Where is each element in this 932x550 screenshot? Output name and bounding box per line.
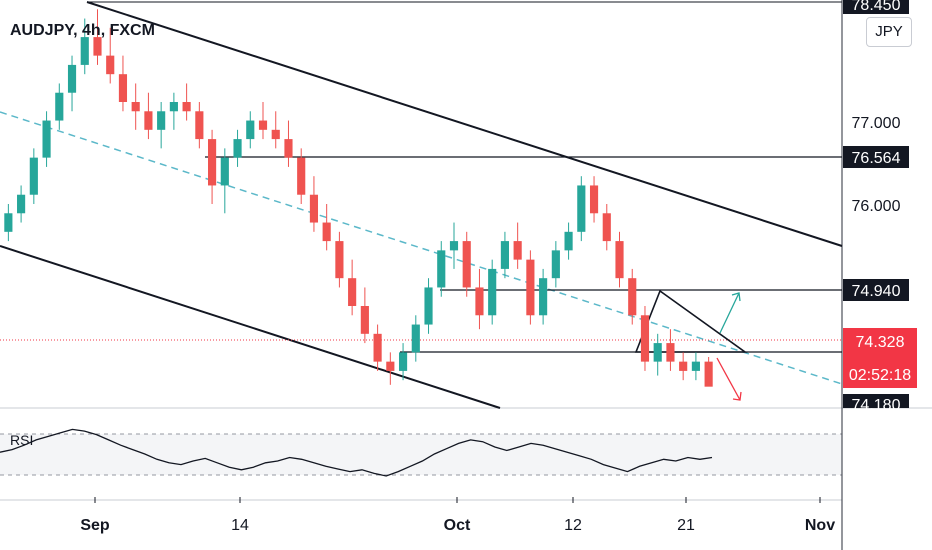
candle-body	[615, 241, 624, 279]
candle-body	[220, 157, 229, 186]
price-tick-text: 78.450	[852, 0, 901, 14]
candle-body	[271, 129, 280, 140]
candle-body	[551, 250, 560, 279]
candle-body	[360, 306, 369, 334]
candle-body	[297, 157, 306, 195]
candle-body	[182, 102, 191, 112]
candle-body	[589, 185, 599, 214]
rsi-band	[0, 434, 842, 475]
candle-body	[4, 213, 13, 232]
candle-body	[386, 361, 395, 371]
time-tick-12: 12	[564, 517, 582, 534]
candle-body	[42, 120, 51, 158]
candle-body	[17, 194, 26, 214]
candle-body	[411, 324, 420, 353]
time-axis: Sep 14 Oct 12 21 Nov	[80, 497, 835, 534]
rsi-line	[0, 428, 713, 477]
candle-body	[437, 250, 446, 288]
svg-text:74.940: 74.940	[852, 283, 901, 300]
candle-body	[93, 37, 102, 56]
candle-body	[118, 74, 128, 102]
candle-body	[195, 111, 204, 140]
price-label-78450: 78.450	[843, 0, 909, 14]
candle-body	[602, 213, 611, 242]
candle-body	[208, 139, 217, 186]
candle-body	[475, 287, 484, 316]
candle-body	[577, 185, 586, 232]
time-tick-21: 21	[677, 517, 695, 534]
candle-body	[526, 259, 535, 316]
symbol-title: AUDJPY, 4h, FXCM	[10, 22, 155, 39]
channel-lower-line	[0, 245, 501, 409]
candle-body	[653, 343, 662, 362]
time-tick-sep: Sep	[80, 517, 110, 534]
candle-body	[462, 241, 471, 288]
candle-body	[691, 361, 700, 371]
candle-body	[628, 278, 637, 316]
candle-body	[704, 361, 713, 387]
breakdown-down-arrow	[716, 357, 742, 401]
candle-body	[258, 120, 268, 130]
svg-text:74.180: 74.180	[852, 397, 901, 414]
triangle-pattern	[634, 289, 748, 353]
candle-body	[679, 361, 688, 371]
candle-body	[106, 55, 115, 75]
price-label-76564: 76.564	[843, 146, 909, 168]
candle-body	[169, 102, 178, 112]
svg-text:74.328: 74.328	[856, 334, 905, 351]
currency-badge[interactable]: JPY	[866, 17, 912, 47]
candle-body	[500, 241, 509, 269]
breakout-up-arrow	[719, 292, 741, 334]
candle-body	[284, 139, 293, 158]
candle-body	[666, 343, 675, 362]
time-tick-oct: Oct	[444, 517, 471, 534]
candle-body	[513, 241, 522, 260]
channel-upper-line	[86, 1, 843, 247]
svg-text:76.564: 76.564	[852, 150, 901, 167]
price-label-74940: 74.940	[843, 279, 909, 301]
candle-body	[309, 194, 319, 223]
candle-body	[233, 139, 242, 158]
price-label-74180: 74.180	[843, 394, 909, 414]
candle-body	[348, 278, 357, 306]
candle-body	[539, 278, 548, 316]
candle-body	[335, 241, 344, 279]
channel-mid-dashed-line	[0, 111, 843, 385]
candle-body	[131, 102, 140, 112]
candle-body	[373, 333, 382, 362]
price-tick-77000: 77.000	[852, 115, 901, 132]
candle-body	[80, 37, 89, 65]
candle-body	[398, 352, 408, 371]
candle-body	[55, 92, 64, 121]
current-price-label: 74.328 02:52:18	[843, 328, 917, 388]
countdown-timer: 02:52:18	[849, 367, 911, 384]
time-tick-nov: Nov	[805, 517, 835, 534]
candle-body	[322, 222, 331, 242]
candlestick-series	[4, 9, 713, 387]
candle-body	[157, 111, 166, 130]
candle-body	[246, 120, 255, 140]
candle-body	[488, 268, 497, 316]
candle-body	[564, 231, 573, 251]
candle-body	[424, 287, 433, 325]
price-tick-76000: 76.000	[852, 198, 901, 215]
time-tick-14: 14	[231, 517, 249, 534]
candle-body	[449, 241, 459, 251]
rsi-label: RSI	[10, 432, 34, 448]
candle-body	[29, 157, 38, 195]
candle-body	[67, 64, 77, 93]
candle-body	[640, 315, 650, 362]
candle-body	[144, 111, 153, 130]
